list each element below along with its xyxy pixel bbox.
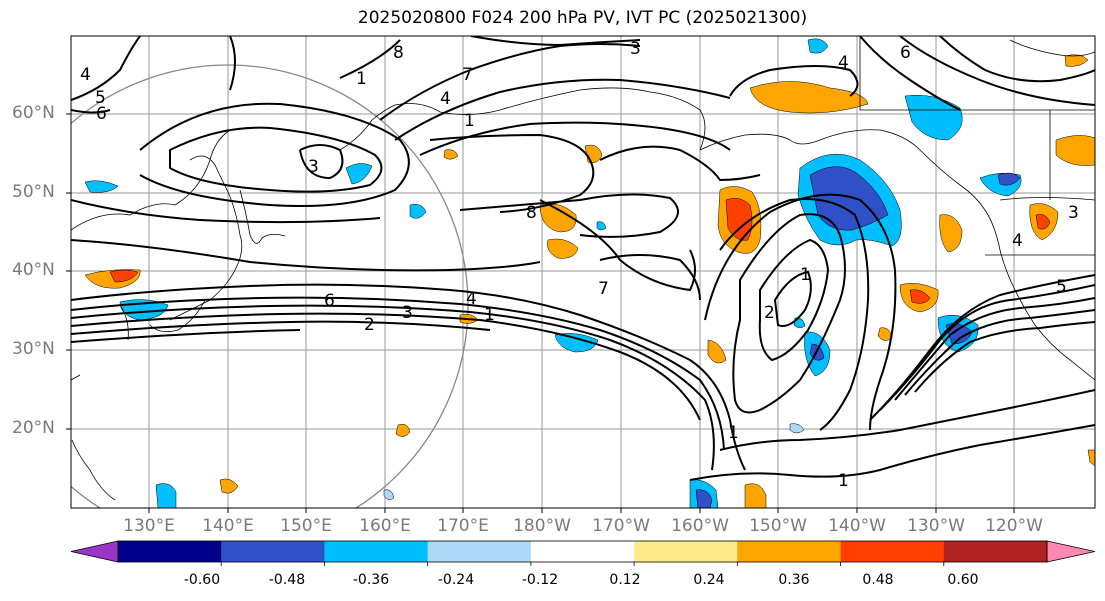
colorbar-tick-label: -0.12: [521, 572, 559, 588]
colorbar-tick-label: 0.36: [778, 572, 810, 588]
lat-label: 40°N: [12, 260, 55, 280]
contour-label: 6: [900, 43, 911, 63]
colorbar-segment: [324, 541, 429, 562]
contour-label: 3: [1068, 203, 1079, 223]
contour-label: 1: [800, 265, 811, 285]
contour-label: 6: [324, 291, 335, 311]
contour-label: 7: [462, 65, 473, 85]
contour-labels: 3 4 8 5 6 1 4 3 1 7 8 6 4 3 2 1 2 7 1 4 …: [80, 39, 1079, 491]
lon-label: 130°E: [123, 516, 175, 536]
contour-label: 3: [308, 157, 319, 177]
contour-label: 2: [364, 315, 375, 335]
lon-label: 130°W: [907, 516, 965, 536]
contour-label: 4: [80, 65, 91, 85]
contour-label: 3: [630, 39, 641, 59]
lon-label: 160°E: [359, 516, 411, 536]
colorbar-tick-label: 0.24: [693, 572, 725, 588]
lon-label: 150°E: [280, 516, 332, 536]
contour-label: 5: [1056, 277, 1067, 297]
map-border: [70, 35, 1096, 509]
colorbar-tick-label: -0.48: [268, 572, 306, 588]
contour-label: 6: [96, 104, 107, 124]
ivt-negative-anomalies: [84, 38, 1022, 508]
colorbar-tick-label: -0.24: [437, 572, 475, 588]
colorbar-tick-label: 0.60: [947, 572, 979, 588]
lon-label: 140°W: [828, 516, 886, 536]
contour-label: 4: [440, 89, 451, 109]
lon-label: 120°W: [985, 516, 1043, 536]
axis-ticks: [66, 113, 1015, 513]
colorbar-segment: [118, 541, 222, 562]
colorbar-border: [117, 540, 1048, 563]
colorbar-segment: [221, 541, 325, 562]
lon-label: 180°W: [513, 516, 571, 536]
colorbar-segment: [634, 541, 738, 562]
lon-label: 150°W: [749, 516, 807, 536]
lat-label: 20°N: [12, 418, 55, 438]
colorbar-extend-low: [70, 540, 119, 563]
contour-label: 1: [464, 111, 475, 131]
colorbar: [70, 540, 1096, 566]
contour-label: 1: [484, 305, 495, 325]
contour-label: 1: [728, 423, 739, 443]
colorbar-tick-label: 0.48: [862, 572, 894, 588]
colorbar-tick-label: -0.60: [183, 572, 221, 588]
contour-label: 3: [402, 303, 413, 323]
lon-label: 170°E: [437, 516, 489, 536]
contour-label: 7: [598, 279, 609, 299]
colorbar-segment: [840, 541, 945, 562]
map-title: 2025020800 F024 200 hPa PV, IVT PC (2025…: [357, 8, 808, 28]
contour-label: 1: [356, 69, 367, 89]
contour-label: 5: [95, 88, 106, 108]
contour-label: 2: [764, 303, 775, 323]
contour-label: 4: [838, 53, 849, 73]
contour-label: 8: [393, 43, 404, 63]
colorbar-tick-label: 0.12: [609, 572, 641, 588]
contour-label: 8: [526, 203, 537, 223]
contour-label: 4: [1012, 231, 1023, 251]
colorbar-segment: [530, 541, 635, 562]
lat-label: 30°N: [12, 339, 55, 359]
lat-label: 50°N: [12, 182, 55, 202]
lon-label: 170°W: [592, 516, 650, 536]
colorbar-tick-label: -0.36: [352, 572, 390, 588]
contour-label: 4: [466, 289, 477, 309]
ivt-positive-anomalies: [84, 54, 1095, 508]
pv-contours: [71, 36, 1095, 481]
lat-label: 60°N: [12, 103, 55, 123]
lon-label: 140°E: [202, 516, 254, 536]
colorbar-segment: [737, 541, 842, 562]
contour-label: 1: [838, 471, 849, 491]
colorbar-segment: [427, 541, 532, 562]
lon-label: 160°W: [671, 516, 729, 536]
colorbar-extend-high: [1046, 540, 1096, 563]
colorbar-segment: [943, 541, 1048, 562]
